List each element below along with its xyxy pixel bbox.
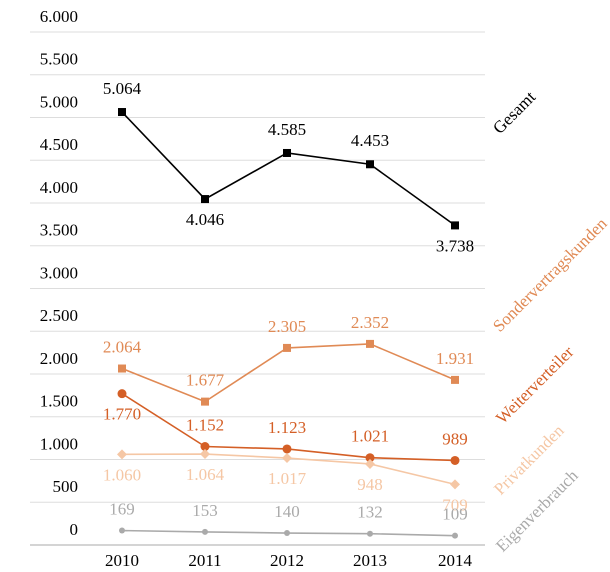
data-label: 1.017: [268, 469, 307, 488]
data-label: 109: [442, 505, 468, 524]
y-tick-label: 2.500: [40, 306, 78, 325]
marker: [450, 479, 460, 490]
x-tick-label: 2011: [188, 551, 221, 570]
data-label: 709: [442, 495, 468, 514]
y-tick-label: 3.000: [40, 263, 78, 282]
data-label: 132: [357, 503, 383, 522]
x-tick-label: 2012: [270, 551, 304, 570]
y-tick-label: 6.000: [40, 7, 78, 26]
data-label: 1.152: [186, 415, 224, 434]
data-label: 1.021: [351, 427, 389, 446]
data-label: 989: [442, 429, 468, 448]
y-tick-label: 500: [53, 477, 79, 496]
data-label: 948: [357, 475, 383, 494]
marker: [366, 339, 374, 348]
data-label: 1.064: [186, 465, 225, 484]
marker: [202, 528, 208, 535]
data-label: 1.677: [186, 371, 225, 390]
x-tick-label: 2014: [438, 551, 473, 570]
data-label: 169: [109, 499, 135, 518]
data-label: 3.738: [436, 236, 474, 255]
data-label: 153: [192, 501, 218, 520]
y-tick-label: 4.000: [40, 178, 78, 197]
data-label: 2.352: [351, 313, 389, 332]
marker: [283, 343, 291, 352]
data-label: 2.305: [268, 317, 306, 336]
data-label: 4.453: [351, 131, 389, 150]
y-tick-label: 3.500: [40, 221, 78, 240]
data-label: 4.046: [186, 210, 224, 229]
series-name: Sondervertragskunden: [489, 214, 610, 336]
data-label: 4.585: [268, 120, 306, 139]
marker: [118, 108, 126, 117]
marker: [200, 449, 210, 460]
marker: [119, 527, 125, 534]
marker: [118, 364, 126, 373]
data-label: 1.770: [103, 405, 141, 424]
marker: [450, 455, 460, 465]
marker: [283, 148, 291, 157]
marker: [201, 195, 209, 204]
marker: [200, 442, 210, 452]
y-tick-label: 4.500: [40, 135, 78, 154]
y-tick-label: 0: [70, 520, 79, 539]
x-tick-label: 2010: [105, 551, 139, 570]
marker: [451, 375, 459, 384]
y-tick-label: 1.500: [40, 392, 78, 411]
marker: [117, 449, 127, 460]
series-name: Weiterverteiler: [492, 342, 577, 427]
y-tick-label: 1.000: [40, 434, 78, 453]
marker: [365, 453, 375, 463]
y-tick-label: 5.500: [40, 50, 78, 69]
data-label: 1.060: [103, 465, 141, 484]
marker: [366, 160, 374, 169]
marker: [282, 453, 292, 464]
marker: [367, 530, 373, 537]
marker: [365, 458, 375, 469]
y-tick-label: 5.000: [40, 92, 78, 111]
marker: [452, 532, 458, 539]
data-label: 1.931: [436, 349, 474, 368]
data-label: 5.064: [103, 79, 142, 98]
x-tick-label: 2013: [353, 551, 387, 570]
data-label: 2.064: [103, 337, 142, 356]
marker: [117, 389, 127, 399]
marker: [201, 397, 209, 406]
y-tick-label: 2.000: [40, 349, 78, 368]
marker: [282, 444, 292, 454]
series-line: [121, 343, 456, 403]
marker: [451, 221, 459, 230]
data-label: 1.123: [268, 418, 306, 437]
data-label: 140: [274, 502, 300, 521]
series-name: Gesamt: [489, 87, 539, 137]
marker: [284, 530, 290, 537]
